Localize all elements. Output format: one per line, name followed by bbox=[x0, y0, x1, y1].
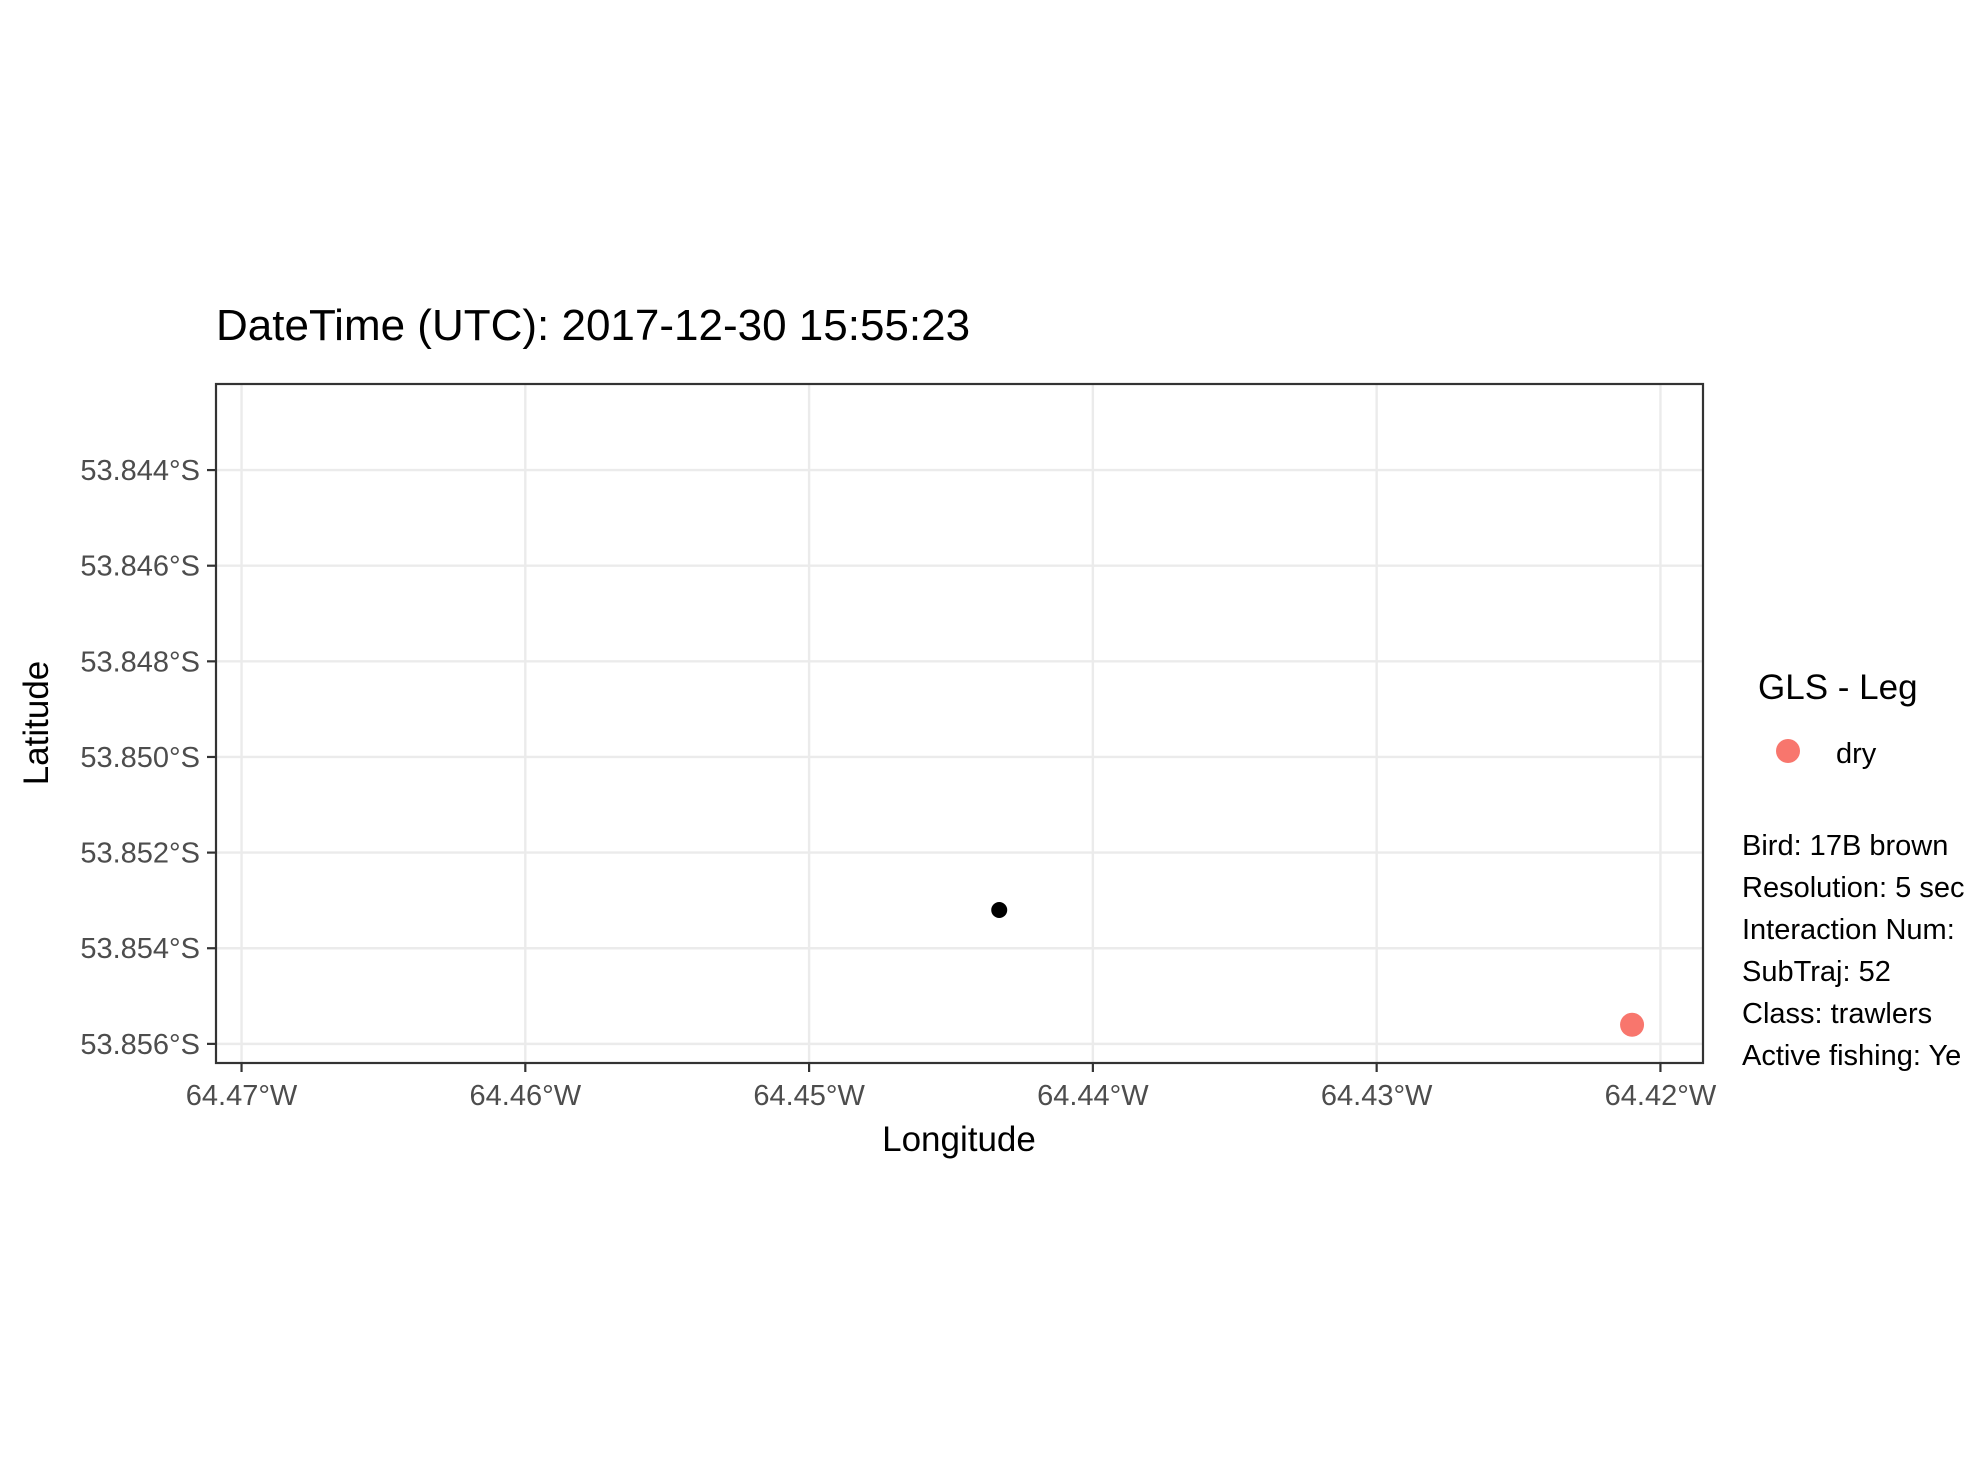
track-point bbox=[991, 901, 1008, 918]
plot-panel-border bbox=[214, 382, 1705, 1065]
caption-class: Class: trawlers bbox=[1742, 998, 1932, 1030]
x-axis: 64.47°W 64.46°W 64.45°W 64.44°W 64.43°W 64.42… bbox=[186, 1063, 1717, 1112]
y-tick-label: 53.856°S bbox=[80, 1029, 200, 1061]
x-tick-label: 64.44°W bbox=[1037, 1080, 1149, 1112]
x-tick-label: 64.45°W bbox=[753, 1080, 865, 1112]
x-tick-label: 64.43°W bbox=[1321, 1080, 1433, 1112]
data-points bbox=[991, 901, 1645, 1037]
x-tick-label: 64.46°W bbox=[470, 1080, 582, 1112]
y-tick-label: 53.846°S bbox=[80, 551, 200, 583]
y-tick-label: 53.848°S bbox=[80, 646, 200, 678]
data-point-dry bbox=[1620, 1012, 1645, 1037]
y-axis-title: Latitude bbox=[17, 661, 56, 786]
x-tick-label: 64.42°W bbox=[1605, 1080, 1717, 1112]
caption-subtraj: SubTraj: 52 bbox=[1742, 956, 1891, 988]
caption-bird: Bird: 17B brown bbox=[1742, 830, 1948, 862]
y-tick-label: 53.854°S bbox=[80, 933, 200, 965]
x-tick-label: 64.47°W bbox=[186, 1080, 298, 1112]
y-tick-label: 53.850°S bbox=[80, 742, 200, 774]
y-tick-label: 53.844°S bbox=[80, 455, 200, 487]
caption-resolution: Resolution: 5 sec bbox=[1742, 872, 1964, 904]
legend-title: GLS - Leg bbox=[1758, 668, 1918, 707]
caption-interaction-num: Interaction Num: bbox=[1742, 914, 1955, 946]
legend: GLS - Leg dry bbox=[1758, 668, 1918, 770]
gridlines bbox=[216, 384, 1703, 1063]
caption-block: Bird: 17B brown Resolution: 5 sec Intera… bbox=[1742, 830, 1964, 1072]
legend-key-dry bbox=[1776, 739, 1800, 763]
x-axis-title: Longitude bbox=[882, 1120, 1036, 1159]
y-axis: 53.844°S 53.846°S 53.848°S 53.850°S 53.852°S… bbox=[80, 455, 216, 1061]
chart-title: DateTime (UTC): 2017-12-30 15:55:23 bbox=[216, 301, 970, 350]
caption-active-fishing: Active fishing: Ye bbox=[1742, 1040, 1961, 1072]
legend-label-dry: dry bbox=[1836, 738, 1877, 770]
y-tick-label: 53.852°S bbox=[80, 838, 200, 870]
